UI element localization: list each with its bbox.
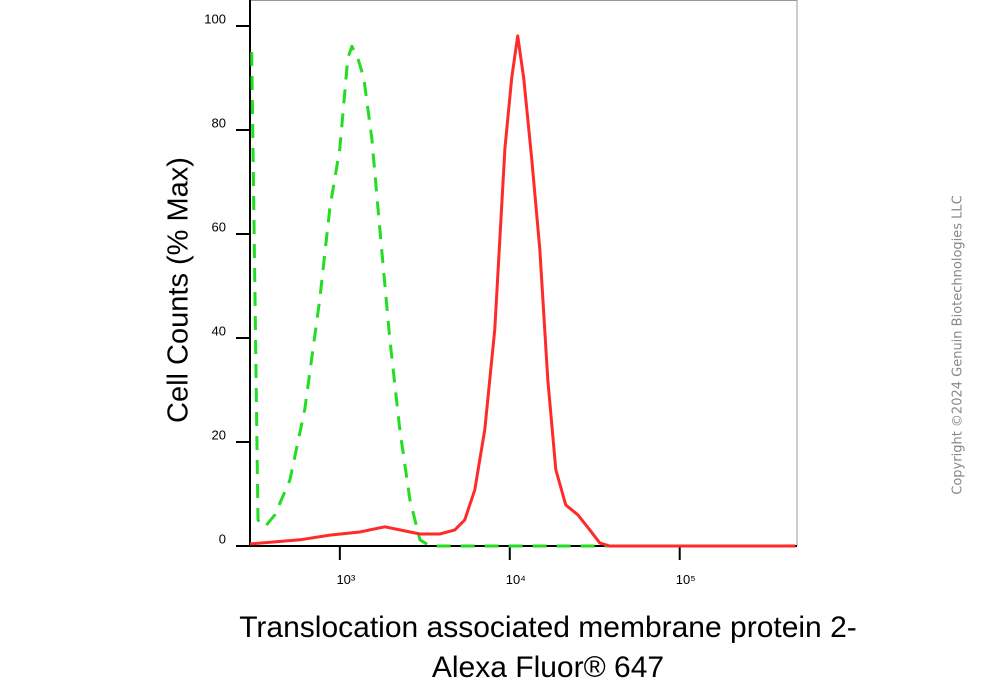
- series-line: [250, 44, 796, 548]
- y-tick-label: 0: [219, 531, 226, 546]
- y-tick-label: 40: [212, 323, 226, 338]
- y-axis-label: Cell Counts (% Max): [163, 157, 195, 423]
- y-tick-label: 20: [212, 427, 226, 442]
- y-tick-label: 80: [212, 115, 226, 130]
- x-axis-label: Translocation associated membrane protei…: [239, 611, 857, 644]
- x-tick-label: 10⁵: [676, 572, 696, 587]
- x-axis-label: Alexa Fluor® 647: [432, 651, 664, 684]
- copyright: Copyright ©2024 Genuin Biotechnologies L…: [951, 195, 966, 494]
- y-tick-label: 60: [212, 219, 226, 234]
- x-tick-label: 10⁴: [506, 572, 526, 587]
- y-tick-label: 100: [204, 11, 226, 26]
- x-tick-label: 10³: [336, 572, 355, 587]
- series-line: [249, 34, 796, 548]
